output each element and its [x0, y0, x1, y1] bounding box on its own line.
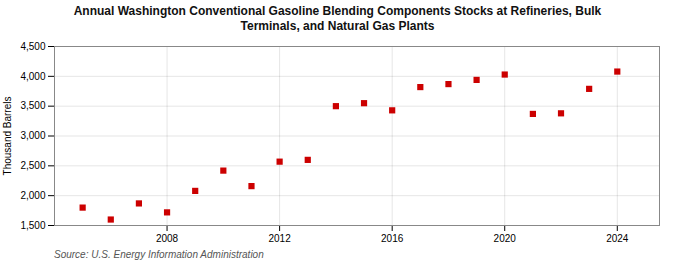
svg-text:1,500: 1,500 — [20, 220, 45, 231]
html-text:Source: U.S. Energy Informatio: Source: U.S. Energy Information Administ… — [54, 249, 264, 260]
svg-text:2,000: 2,000 — [20, 190, 45, 201]
svg-text:2024: 2024 — [606, 233, 629, 244]
svg-text:2008: 2008 — [156, 233, 179, 244]
svg-text:2016: 2016 — [381, 233, 404, 244]
svg-text:4,500: 4,500 — [20, 41, 45, 52]
svg-text:2020: 2020 — [494, 233, 517, 244]
svg-text:Thousand Barrels: Thousand Barrels — [2, 97, 13, 176]
svg-text:4,000: 4,000 — [20, 71, 45, 82]
html-text:Annual Washington Conventional: Annual Washington Conventional Gasoline … — [73, 4, 602, 33]
svg-text:2,500: 2,500 — [20, 160, 45, 171]
svg-text:3,500: 3,500 — [20, 100, 45, 111]
svg-text:2012: 2012 — [268, 233, 291, 244]
svg-text:3,000: 3,000 — [20, 130, 45, 141]
